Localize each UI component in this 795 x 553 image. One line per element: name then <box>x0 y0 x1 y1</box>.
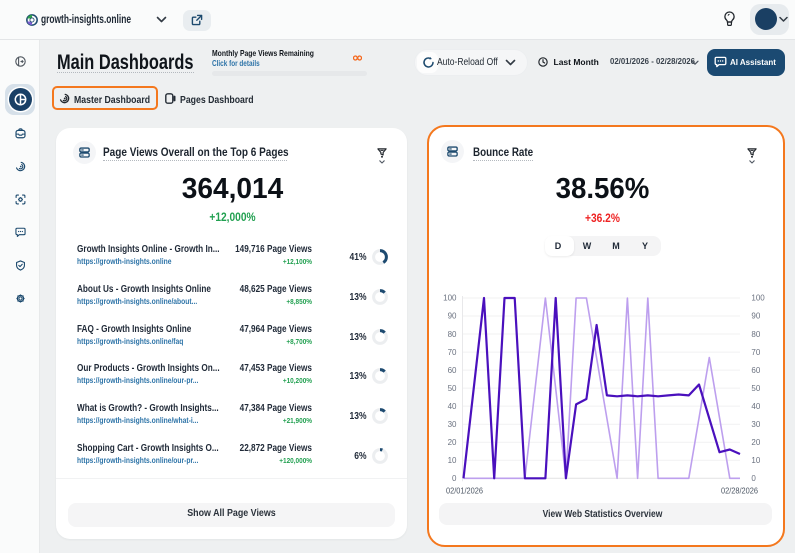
svg-text:80: 80 <box>448 330 457 339</box>
svg-text:90: 90 <box>448 312 457 321</box>
svg-text:0: 0 <box>751 474 756 483</box>
svg-text:60: 60 <box>448 366 457 375</box>
svg-text:60: 60 <box>751 366 760 375</box>
svg-text:50: 50 <box>751 384 760 393</box>
svg-text:80: 80 <box>751 330 760 339</box>
svg-text:70: 70 <box>751 348 760 357</box>
svg-text:20: 20 <box>448 438 457 447</box>
svg-text:100: 100 <box>443 294 457 303</box>
svg-text:20: 20 <box>751 438 760 447</box>
svg-text:70: 70 <box>448 348 457 357</box>
svg-text:0: 0 <box>452 474 457 483</box>
svg-text:90: 90 <box>751 312 760 321</box>
svg-text:40: 40 <box>751 402 760 411</box>
svg-text:40: 40 <box>448 402 457 411</box>
svg-text:10: 10 <box>751 456 760 465</box>
svg-text:50: 50 <box>448 384 457 393</box>
svg-text:02/01/2026: 02/01/2026 <box>446 485 483 495</box>
svg-text:10: 10 <box>448 456 457 465</box>
svg-text:30: 30 <box>448 420 457 429</box>
svg-text:100: 100 <box>751 294 765 303</box>
svg-text:02/28/2026: 02/28/2026 <box>721 485 758 495</box>
svg-text:30: 30 <box>751 420 760 429</box>
